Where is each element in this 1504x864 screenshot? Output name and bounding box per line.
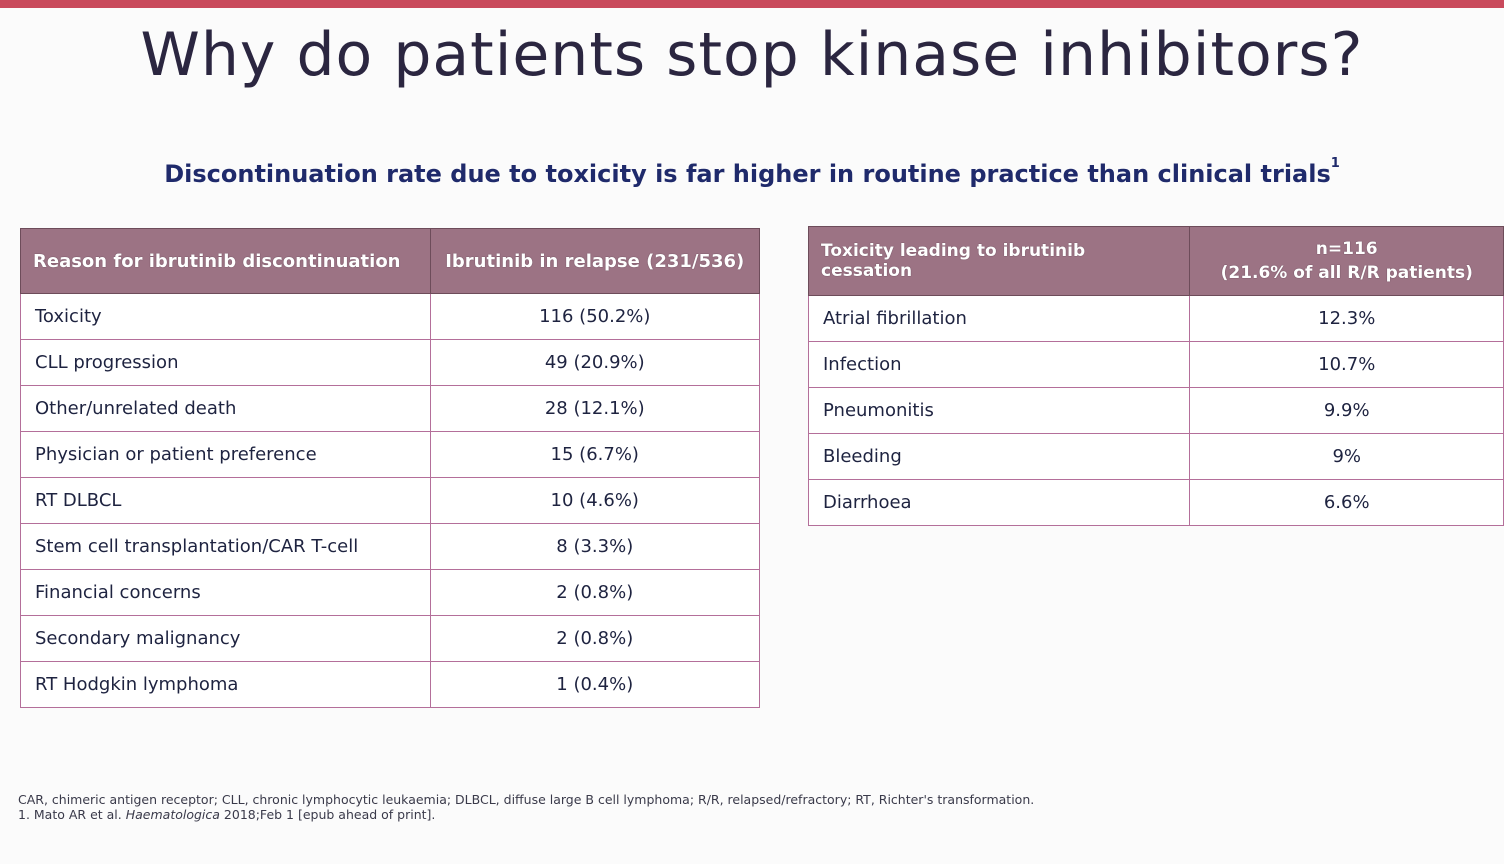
table-row: Diarrhoea 6.6% — [807, 479, 1504, 526]
reason-cell: Financial concerns — [20, 569, 431, 616]
table-row: Bleeding 9% — [807, 433, 1504, 480]
count-cell: 1 (0.4%) — [429, 661, 760, 708]
count-cell: 15 (6.7%) — [429, 431, 760, 478]
discontinuation-reasons-table: Reason for ibrutinib discontinuation Ibr… — [20, 228, 760, 708]
subtitle-text: Discontinuation rate due to toxicity is … — [164, 160, 1331, 188]
toxicity-cell: Atrial fibrillation — [807, 295, 1191, 342]
percent-cell: 10.7% — [1189, 341, 1504, 388]
reference-footnote: 1. Mato AR et al. Haematologica 2018;Feb… — [18, 807, 1034, 822]
percent-cell: 9.9% — [1189, 387, 1504, 434]
count-cell: 10 (4.6%) — [429, 477, 760, 524]
toxicity-breakdown-table: Toxicity leading to ibrutinib cessation … — [807, 226, 1504, 526]
count-cell: 8 (3.3%) — [429, 523, 760, 570]
table-row: Toxicity 116 (50.2%) — [20, 293, 760, 340]
slide-subtitle: Discontinuation rate due to toxicity is … — [0, 156, 1504, 188]
count-cell: 49 (20.9%) — [429, 339, 760, 386]
table-row: RT DLBCL 10 (4.6%) — [20, 477, 760, 524]
toxicity-cell: Bleeding — [807, 433, 1191, 480]
reason-cell: RT Hodgkin lymphoma — [20, 661, 431, 708]
table-header-row: Reason for ibrutinib discontinuation Ibr… — [20, 228, 760, 294]
table-row: Infection 10.7% — [807, 341, 1504, 388]
toxicity-cell: Pneumonitis — [807, 387, 1191, 434]
column-header-relapse: Ibrutinib in relapse (231/536) — [429, 228, 760, 294]
column-header-toxicity: Toxicity leading to ibrutinib cessation — [807, 226, 1191, 296]
n-header-share: (21.6% of all R/R patients) — [1220, 263, 1473, 283]
footnotes: CAR, chimeric antigen receptor; CLL, chr… — [18, 792, 1034, 822]
reason-cell: Physician or patient preference — [20, 431, 431, 478]
n-header-count: n=116 — [1315, 239, 1378, 259]
column-header-n: n=116 (21.6% of all R/R patients) — [1189, 226, 1504, 296]
table-row: Secondary malignancy 2 (0.8%) — [20, 615, 760, 662]
toxicity-cell: Diarrhoea — [807, 479, 1191, 526]
table-row: CLL progression 49 (20.9%) — [20, 339, 760, 386]
count-cell: 2 (0.8%) — [429, 615, 760, 662]
reason-cell: Secondary malignancy — [20, 615, 431, 662]
count-cell: 116 (50.2%) — [429, 293, 760, 340]
count-cell: 2 (0.8%) — [429, 569, 760, 616]
table-row: Other/unrelated death 28 (12.1%) — [20, 385, 760, 432]
reference-details: 2018;Feb 1 [epub ahead of print]. — [219, 807, 436, 822]
column-header-reason: Reason for ibrutinib discontinuation — [20, 228, 431, 294]
reason-cell: Other/unrelated death — [20, 385, 431, 432]
top-accent-strip — [0, 0, 1504, 8]
percent-cell: 9% — [1189, 433, 1504, 480]
slide-title: Why do patients stop kinase inhibitors? — [140, 20, 1364, 90]
reason-cell: RT DLBCL — [20, 477, 431, 524]
table-row: Stem cell transplantation/CAR T-cell 8 (… — [20, 523, 760, 570]
reason-cell: Toxicity — [20, 293, 431, 340]
percent-cell: 6.6% — [1189, 479, 1504, 526]
toxicity-cell: Infection — [807, 341, 1191, 388]
table-row: Pneumonitis 9.9% — [807, 387, 1504, 434]
table-row: Financial concerns 2 (0.8%) — [20, 569, 760, 616]
reason-cell: Stem cell transplantation/CAR T-cell — [20, 523, 431, 570]
table-row: RT Hodgkin lymphoma 1 (0.4%) — [20, 661, 760, 708]
reason-cell: CLL progression — [20, 339, 431, 386]
subtitle-reference-mark: 1 — [1330, 156, 1340, 171]
table-header-row: Toxicity leading to ibrutinib cessation … — [807, 226, 1504, 296]
reference-authors: 1. Mato AR et al. — [18, 807, 126, 822]
count-cell: 28 (12.1%) — [429, 385, 760, 432]
percent-cell: 12.3% — [1189, 295, 1504, 342]
table-row: Physician or patient preference 15 (6.7%… — [20, 431, 760, 478]
table-row: Atrial fibrillation 12.3% — [807, 295, 1504, 342]
reference-journal: Haematologica — [125, 807, 220, 822]
abbreviations-footnote: CAR, chimeric antigen receptor; CLL, chr… — [18, 792, 1035, 807]
